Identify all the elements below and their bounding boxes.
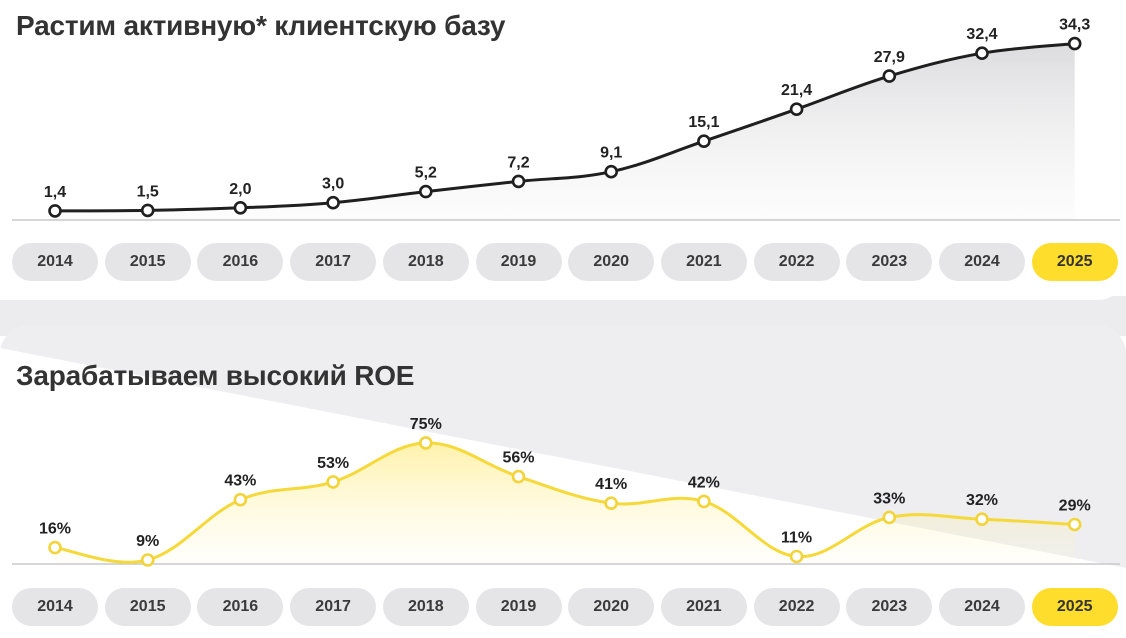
roe-value-label-2017: 53% [317,455,349,472]
roe-point-2020 [604,496,619,510]
clients-value-label-2018: 5,2 [415,165,437,182]
clients-year-2019[interactable]: 2019 [475,243,562,281]
roe-value-label-2019: 56% [502,450,534,467]
clients-value-label-2021: 15,1 [688,114,719,131]
roe-value-label-2024: 32% [966,492,998,509]
clients-value-label-2022: 21,4 [781,82,812,99]
roe-chart-panel: 16% 9% 43% 53% 75% 56% 41% 42% 11% 33% 32% 29% Зара… [0,326,1126,638]
roe-value-label-2022: 11% [781,530,812,547]
clients-point-2025 [1067,36,1082,51]
roe-year-2020[interactable]: 2020 [568,588,655,626]
roe-year-2019[interactable]: 2019 [475,588,562,626]
roe-point-2022 [789,549,804,564]
roe-chart-title: Зарабатываем высокий ROE [16,360,415,391]
roe-year-2021[interactable]: 2021 [660,588,747,626]
clients-year-2025[interactable]: 2025 [1031,243,1118,281]
clients-point-2015 [140,203,155,218]
clients-year-2014[interactable]: 2014 [12,243,98,281]
clients-value-label-2014: 1,4 [44,184,66,201]
roe-point-2019 [511,469,526,484]
roe-value-label-2023: 33% [873,490,905,507]
clients-year-2018[interactable]: 2018 [382,243,469,281]
roe-background-wedge [0,326,1126,568]
roe-year-2023[interactable]: 2023 [846,588,933,626]
roe-value-label-2021: 42% [688,474,720,491]
roe-value-label-2018: 75% [410,416,442,433]
clients-year-2022[interactable]: 2022 [753,243,840,281]
roe-chart: 16% 9% 43% 53% 75% 56% 41% 42% 11% 33% 32% 29% [0,326,1126,568]
clients-area [55,43,1075,220]
roe-point-2018 [418,436,433,450]
clients-year-2017[interactable]: 2017 [290,243,377,281]
clients-year-2016[interactable]: 2016 [197,243,284,281]
roe-value-label-2020: 41% [595,476,627,493]
roe-year-2014[interactable]: 2014 [12,588,98,626]
clients-year-2024[interactable]: 2024 [939,243,1025,281]
roe-year-2024[interactable]: 2024 [939,588,1025,626]
clients-point-2020 [604,164,619,179]
roe-point-2015 [140,553,155,567]
roe-year-2025[interactable]: 2025 [1031,588,1118,626]
roe-year-row: 2014 2015 2016 2017 2018 2019 2020 2021 2022 2023… [12,588,1120,626]
clients-point-2021 [697,134,711,148]
clients-point-2018 [418,184,433,199]
roe-value-label-2025: 29% [1059,498,1091,515]
roe-point-2016 [233,492,248,507]
clients-value-label-2020: 9,1 [600,145,622,162]
roe-year-2022[interactable]: 2022 [753,588,840,626]
roe-area [55,442,1075,564]
clients-year-2020[interactable]: 2020 [568,243,655,281]
roe-point-2025 [1067,517,1082,532]
roe-value-label-2014: 16% [39,521,71,538]
clients-chart-title: Растим активную* клиентскую базу [16,10,506,41]
roe-year-2017[interactable]: 2017 [290,588,377,626]
roe-value-label-2015: 9% [136,533,159,550]
clients-point-2022 [789,102,804,116]
clients-year-2023[interactable]: 2023 [846,243,933,281]
clients-point-2019 [511,174,526,189]
clients-point-2017 [326,195,340,210]
clients-value-label-2017: 3,0 [322,176,344,193]
roe-year-2015[interactable]: 2015 [104,588,191,626]
clients-chart: 1,4 1,5 2,0 3,0 5,2 7,2 9,1 15,1 21,4 27,9 32,4 34,… [12,17,1120,221]
clients-point-2016 [233,201,248,215]
roe-point-2024 [975,512,989,526]
clients-value-label-2015: 1,5 [137,183,159,200]
roe-point-2014 [48,540,62,555]
clients-point-2024 [975,46,989,61]
roe-point-2017 [326,475,340,489]
clients-year-row: 2014 2015 2016 2017 2018 2019 2020 2021 2022 2023… [12,243,1120,281]
clients-value-label-2023: 27,9 [874,49,905,66]
roe-point-2021 [697,494,711,509]
roe-value-label-2016: 43% [224,473,256,490]
clients-value-label-2019: 7,2 [507,154,529,171]
clients-value-label-2025: 34,3 [1059,17,1090,34]
clients-year-2015[interactable]: 2015 [104,243,191,281]
clients-value-label-2016: 2,0 [229,181,251,198]
clients-point-2014 [48,204,62,218]
roe-year-2016[interactable]: 2016 [197,588,284,626]
clients-point-2023 [882,69,897,83]
clients-chart-panel: 1,4 1,5 2,0 3,0 5,2 7,2 9,1 15,1 21,4 27,9 32,4 34,… [0,0,1126,300]
roe-year-2018[interactable]: 2018 [382,588,469,626]
clients-value-label-2024: 32,4 [966,26,997,43]
clients-series-line [53,42,1077,213]
roe-point-2023 [882,510,897,525]
clients-year-2021[interactable]: 2021 [660,243,747,281]
